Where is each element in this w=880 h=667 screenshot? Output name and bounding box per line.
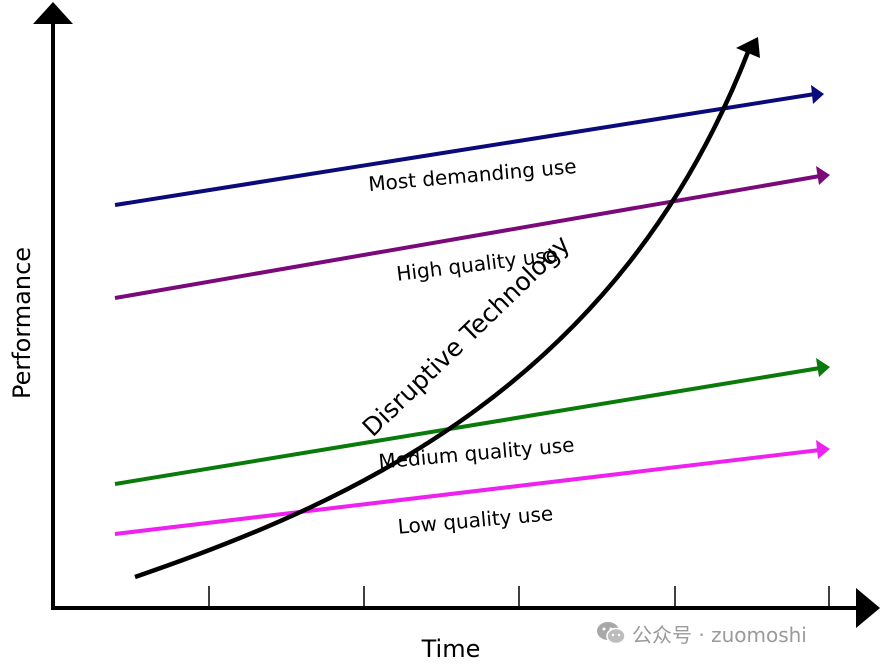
- low-quality-line: [114, 448, 821, 536]
- trajectory-medium-quality: Medium quality use: [114, 358, 830, 486]
- most-demanding-arrowhead: [811, 85, 824, 104]
- x-axis-arrowhead: [856, 588, 880, 628]
- x-axis-label: Time: [421, 635, 481, 663]
- disruptive-technology-arrowhead: [736, 37, 760, 58]
- y-axis-label: Performance: [8, 247, 36, 399]
- disruptive-technology-curve: [134, 51, 751, 580]
- watermark: 公众号 · zuomoshi: [596, 619, 807, 647]
- medium-quality-line: [114, 366, 821, 486]
- low-quality-arrowhead: [816, 440, 830, 459]
- trajectory-most-demanding: Most demanding use: [114, 85, 824, 207]
- medium-quality-label: Medium quality use: [377, 433, 575, 474]
- medium-quality-arrowhead: [816, 358, 830, 377]
- low-quality-label: Low quality use: [397, 501, 554, 538]
- watermark-text: 公众号 · zuomoshi: [632, 622, 807, 647]
- most-demanding-line: [114, 92, 816, 207]
- high-quality-line: [114, 174, 821, 300]
- axes: Time Performance: [8, 2, 880, 663]
- wechat-icon: [597, 622, 626, 645]
- y-axis-arrowhead: [33, 2, 73, 24]
- high-quality-arrowhead: [816, 166, 830, 185]
